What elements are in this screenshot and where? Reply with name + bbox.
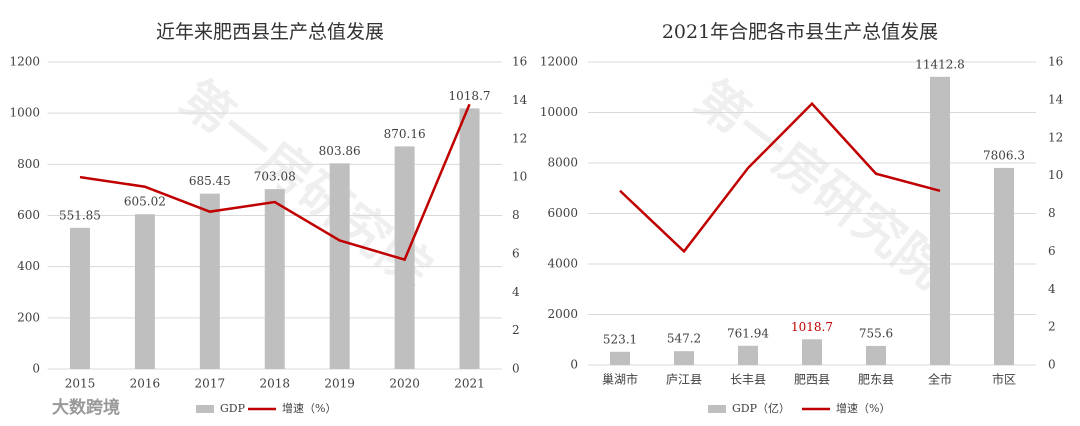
bar xyxy=(802,339,822,365)
y-tick-label: 400 xyxy=(17,259,40,273)
x-tick-label: 市区 xyxy=(992,372,1016,387)
bar xyxy=(610,351,630,365)
chart-title: 近年来肥西县生产总值发展 xyxy=(156,21,384,43)
legend-label: GDP xyxy=(220,402,246,415)
data-label: 523.1 xyxy=(603,332,637,346)
data-label: 870.16 xyxy=(384,127,426,141)
y-tick-label: 1000 xyxy=(9,106,40,120)
bar xyxy=(459,108,480,370)
line xyxy=(79,103,471,262)
x-tick-label: 全市 xyxy=(928,372,952,387)
y-tick-label: 12000 xyxy=(540,55,578,69)
logo-text: 大数跨境 xyxy=(52,397,120,418)
data-label: 551.85 xyxy=(59,208,101,222)
data-label: 547.2 xyxy=(667,332,701,346)
y-tick-label: 600 xyxy=(17,208,40,222)
y2-tick-label: 6 xyxy=(1048,244,1056,258)
data-label: 761.94 xyxy=(727,326,769,340)
bar xyxy=(134,214,155,369)
x-tick-label: 庐江县 xyxy=(666,372,702,387)
bar xyxy=(674,351,694,365)
x-tick-label: 肥西县 xyxy=(794,373,830,387)
line xyxy=(619,101,941,254)
y-tick-label: 10000 xyxy=(540,105,578,119)
data-label: 1018.7 xyxy=(791,320,833,334)
y-tick-label: 4000 xyxy=(547,257,578,271)
data-label: 803.86 xyxy=(319,144,361,158)
y-tick-label: 8000 xyxy=(547,156,578,170)
y2-tick-label: 8 xyxy=(512,208,520,222)
data-label: 7806.3 xyxy=(983,148,1025,162)
y2-tick-label: 16 xyxy=(1048,55,1063,69)
x-tick-label: 长丰县 xyxy=(730,373,766,387)
bar xyxy=(69,227,90,369)
legend-label: GDP（亿） xyxy=(732,402,790,415)
y2-tick-label: 2 xyxy=(512,323,520,337)
legend-swatch xyxy=(708,405,726,413)
legend-label: 增速（%） xyxy=(836,401,890,415)
x-tick-label: 2017 xyxy=(195,377,226,391)
y-tick-label: 800 xyxy=(17,157,40,171)
y2-tick-label: 14 xyxy=(1048,92,1064,106)
y2-tick-label: 12 xyxy=(1048,130,1063,144)
y2-tick-label: 4 xyxy=(1048,282,1056,296)
data-label: 685.45 xyxy=(189,174,231,188)
bar xyxy=(994,167,1014,365)
chart-title: 2021年合肥各市县生产总值发展 xyxy=(662,21,938,43)
x-tick-label: 巢湖市 xyxy=(602,372,638,387)
y2-tick-label: 6 xyxy=(512,246,520,260)
y2-tick-label: 10 xyxy=(512,170,527,184)
x-tick-label: 2021 xyxy=(454,377,485,391)
y2-tick-label: 12 xyxy=(512,131,527,145)
x-tick-label: 2016 xyxy=(130,377,161,391)
y-tick-label: 0 xyxy=(570,358,578,372)
bar xyxy=(199,193,220,369)
x-tick-label: 2015 xyxy=(65,377,96,391)
y2-tick-label: 0 xyxy=(1048,358,1056,372)
data-label: 1018.7 xyxy=(449,89,491,103)
y-tick-label: 200 xyxy=(17,310,40,324)
bar xyxy=(264,189,285,369)
y-tick-label: 2000 xyxy=(547,307,578,321)
bar xyxy=(930,76,950,366)
bar xyxy=(866,345,886,365)
y-tick-label: 1200 xyxy=(9,55,40,69)
y2-tick-label: 8 xyxy=(1048,206,1056,220)
legend-swatch xyxy=(196,405,214,413)
y2-tick-label: 16 xyxy=(512,55,527,69)
y2-tick-label: 4 xyxy=(512,285,520,299)
x-tick-label: 2020 xyxy=(389,377,420,391)
x-tick-label: 肥东县 xyxy=(858,373,894,387)
x-tick-label: 2019 xyxy=(324,377,355,391)
y2-tick-label: 2 xyxy=(1048,320,1056,334)
x-tick-label: 2018 xyxy=(259,377,290,391)
data-label: 703.08 xyxy=(254,170,296,184)
y2-tick-label: 14 xyxy=(512,93,528,107)
bar xyxy=(329,163,350,369)
y2-tick-label: 10 xyxy=(1048,168,1063,182)
data-label: 755.6 xyxy=(859,326,893,340)
y-tick-label: 0 xyxy=(32,362,40,376)
legend-label: 增速（%） xyxy=(282,401,336,415)
y2-tick-label: 0 xyxy=(512,362,520,376)
y-tick-label: 6000 xyxy=(547,206,578,220)
data-label: 605.02 xyxy=(124,195,166,209)
data-label: 11412.8 xyxy=(915,57,965,71)
bar xyxy=(738,345,758,365)
